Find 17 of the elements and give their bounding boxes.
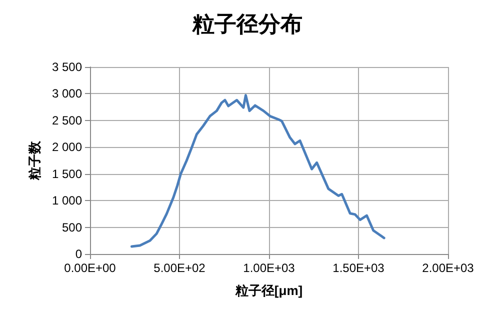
y-tick-label: 1 500 bbox=[52, 166, 82, 181]
x-tick-label: 1.50E+03 bbox=[332, 261, 385, 275]
y-tick-label: 3 000 bbox=[52, 86, 82, 101]
x-tick-label: 0.00E+00 bbox=[64, 261, 116, 275]
line-series bbox=[130, 94, 386, 248]
y-tick-label: 2 000 bbox=[52, 140, 82, 154]
y-tick-label: 3 500 bbox=[52, 60, 82, 74]
y-tick-label: 0 bbox=[75, 247, 82, 261]
x-tick-label: 1.00E+03 bbox=[243, 261, 296, 275]
y-axis-title: 粒子数 bbox=[27, 140, 42, 181]
x-tick-label: 5.00E+02 bbox=[154, 261, 206, 275]
y-tick-label: 500 bbox=[62, 220, 82, 234]
y-tick-label: 1 000 bbox=[52, 194, 82, 208]
chart-title: 粒子径分布 bbox=[192, 12, 302, 36]
y-tick-label: 2 500 bbox=[52, 113, 82, 128]
x-axis-title: 粒子径[μm] bbox=[234, 283, 303, 298]
x-tick-label: 2.00E+03 bbox=[422, 261, 474, 275]
